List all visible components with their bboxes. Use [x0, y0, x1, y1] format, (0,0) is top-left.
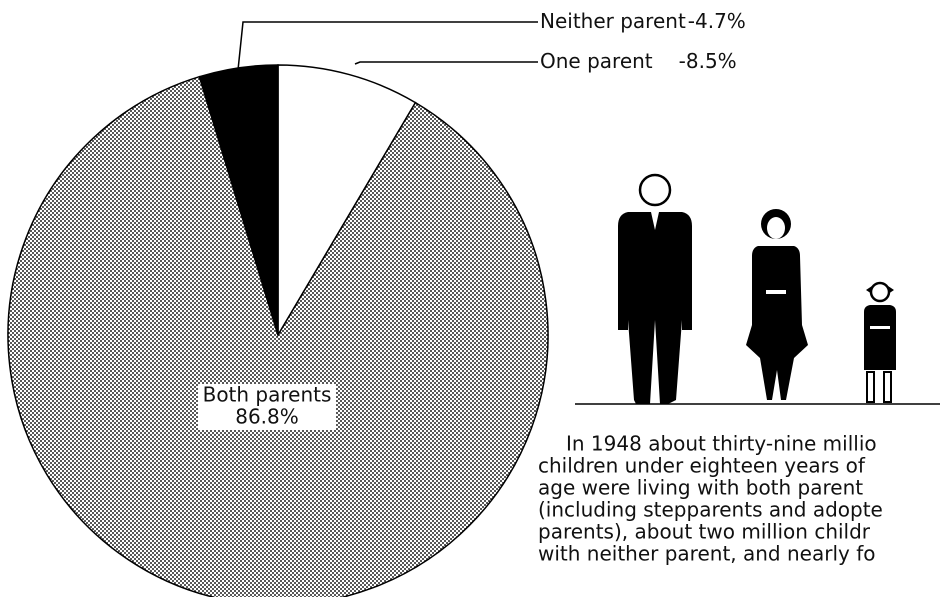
paragraph-line: (including stepparents and adopte — [538, 498, 883, 522]
pie-slice — [277, 64, 417, 338]
paragraph-line: with neither parent, and nearly fo — [538, 542, 875, 566]
label-separator: - — [679, 49, 686, 73]
slice-value: 8.5% — [686, 49, 737, 73]
paragraph-line: parents), about two million childr — [538, 520, 871, 544]
slice-label: Both parents — [203, 383, 332, 407]
label-box — [198, 384, 336, 430]
pie — [7, 64, 549, 597]
family-figures — [618, 173, 896, 404]
slice-name: Neither parent — [540, 9, 686, 33]
paragraph-line: children under eighteen years of — [538, 454, 866, 478]
slice-value: 4.7% — [695, 9, 746, 33]
slice-label: One parent -8.5% — [540, 49, 737, 73]
paragraph-line: In 1948 about thirty-nine millio — [566, 432, 877, 456]
paragraph-line: age were living with both parent — [538, 476, 863, 500]
slice-value: 86.8% — [235, 405, 299, 429]
slice-name: One parent — [540, 49, 653, 73]
label-separator: - — [688, 9, 695, 33]
leader-line — [354, 61, 538, 65]
slice-label: Neither parent -4.7% — [540, 9, 746, 33]
leader-line — [237, 21, 538, 71]
pie-slice — [7, 75, 549, 597]
